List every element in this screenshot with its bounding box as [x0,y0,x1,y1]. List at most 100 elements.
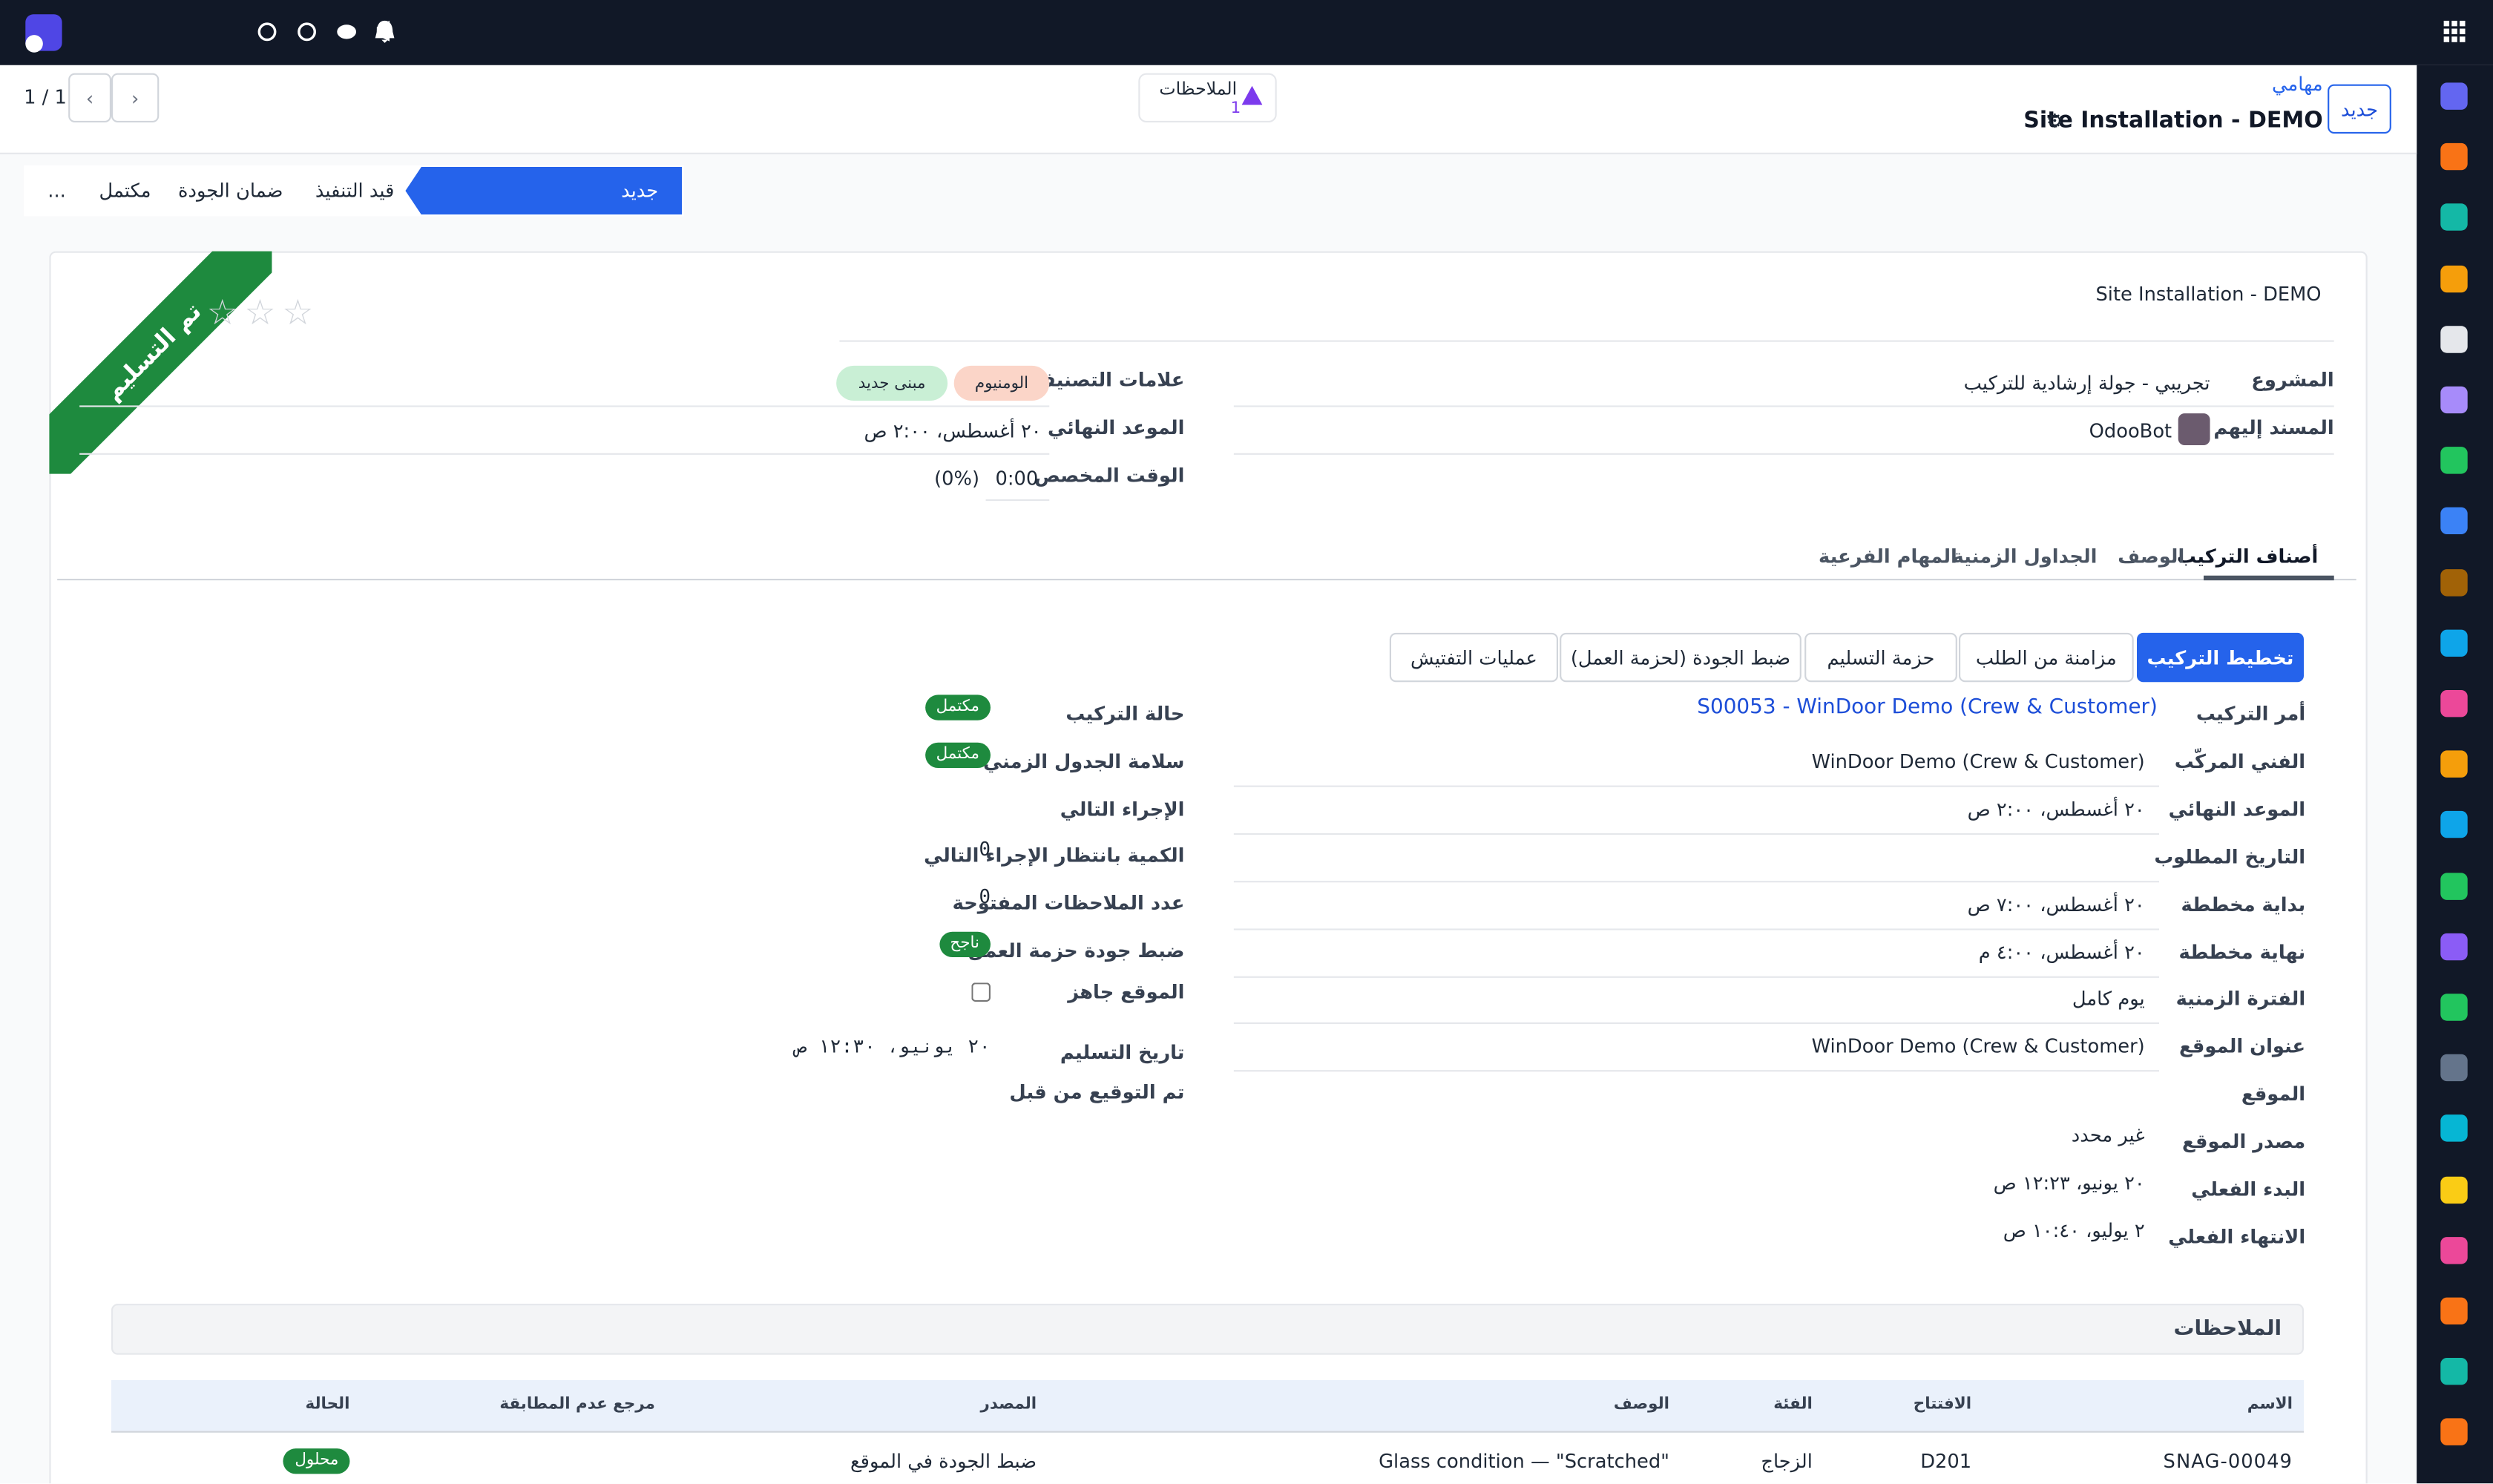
sidebar-app-icon[interactable] [2440,204,2468,232]
field-label: مصدر الموقع [2182,1130,2306,1153]
cell: الزجاج [1761,1450,1813,1473]
state-badge: محلول [283,1448,350,1474]
field-value: WinDoor Demo (Crew & Customer) [1811,1035,2145,1058]
navbar [0,0,2493,65]
action-button[interactable]: حزمة التسليم [1804,632,1957,683]
sidebar-app-icon[interactable] [2440,1297,2468,1324]
cell: Glass condition — "Scratched" [1379,1450,1669,1473]
stage[interactable]: جديد [621,180,659,203]
field-value: غير محدد [2071,1124,2145,1147]
field-value[interactable]: OdooBot [2089,419,2172,442]
sidebar-app-icon[interactable] [2440,750,2468,778]
stage[interactable]: مكتمل [99,180,151,203]
sidebar-app-icon[interactable] [2440,508,2468,535]
field-label: تم التوقيع من قبل [1009,1081,1185,1104]
field-label: سلامة الجدول الزمني [983,749,1185,772]
field-value: ٢٠ أغسطس، ٢:٠٠ ص [864,419,1042,442]
sidebar-app-icon[interactable] [2440,325,2468,353]
cell: D201 [1920,1450,1972,1473]
stage[interactable]: ضمان الجودة [178,180,283,203]
sidebar-app-icon[interactable] [2440,386,2468,414]
sidebar-app-icon[interactable] [2440,994,2468,1021]
field-value: ٢ يوليو، ١٠:٤٠ ص [2003,1219,2145,1242]
bell-icon[interactable] [374,19,396,45]
column-header[interactable]: مرجع عدم المطابقة [499,1396,655,1414]
clock-icon[interactable] [257,22,277,42]
action-button[interactable]: عمليات التفتيش [1389,632,1558,683]
column-header[interactable]: الحالة [305,1396,350,1414]
column-header[interactable]: الوصف [1613,1396,1669,1414]
field-value: 0 [979,838,991,861]
notes-count: 1 [1230,100,1241,118]
field-label: الموقع [2241,1083,2306,1106]
field-label: البدء الفعلي [2191,1178,2306,1201]
pager-prev[interactable]: ‹ [68,73,111,122]
sidebar-app-icon[interactable] [2440,690,2468,718]
sidebar-app-icon[interactable] [2440,1236,2468,1264]
pager-next[interactable]: › [111,73,160,122]
stage-more[interactable]: ... [47,180,66,203]
sidebar-app-icon[interactable] [2440,447,2468,474]
ribbon-wrap: تم التسليم [49,251,272,474]
tabs-line [57,579,2356,581]
tab[interactable]: أصناف التركيب [2177,545,2319,568]
tab-active-underline [2204,575,2334,581]
field-underline [1233,975,2159,977]
tab[interactable]: الوصف [2118,545,2185,568]
field-underline [1233,880,2159,882]
action-button[interactable]: ضبط الجودة (لحزمة العمل) [1560,632,1801,683]
field-label: ضبط جودة حزمة العمل [968,939,1185,962]
site-ready-checkbox[interactable] [971,982,991,1002]
notes-label: الملاحظات [1159,79,1238,99]
sidebar-app-icon[interactable] [2440,1054,2468,1082]
sidebar-app-icon[interactable] [2440,1114,2468,1143]
stage-active[interactable] [405,167,683,215]
column-header[interactable]: الفئة [1773,1396,1813,1414]
sidebar-app-icon[interactable] [2440,1358,2468,1385]
name-underline [839,340,2334,342]
stage[interactable]: قيد التنفيذ [315,180,395,203]
tag[interactable]: مبنى جديد [836,365,948,401]
field-label: الوقت المخصص [1034,464,1185,487]
cell[interactable]: SNAG-00049 [2163,1450,2293,1473]
column-header[interactable]: الافتتاح [1913,1396,1972,1414]
app-logo-dot [25,35,43,53]
sidebar-app-icon[interactable] [2440,872,2468,899]
field-label: الموقع جاهز [1068,980,1185,1003]
sidebar-app-icon[interactable] [2440,1175,2468,1204]
tab[interactable]: الجداول الزمنية [1952,545,2098,568]
action-button[interactable]: تخطيط التركيب [2137,632,2304,683]
new-button[interactable]: جديد [2328,84,2391,134]
sidebar-app-icon[interactable] [2440,1419,2468,1446]
field-value: تجريبي - جولة إرشادية للتركيب [1963,372,2210,395]
gear-icon[interactable]: ⚙ [2046,109,2063,132]
field-underline [1233,453,2334,455]
field-label: الفني المركّب [2174,750,2306,773]
field-label: بداية مخططة [2181,893,2306,916]
notes-header [111,1304,2304,1355]
priority-stars[interactable]: ☆☆☆ [206,294,321,334]
tag[interactable]: الومنيوم [953,365,1050,401]
field-underline [1233,785,2159,787]
sidebar-app-icon[interactable] [2440,629,2468,657]
column-header[interactable]: الاسم [2247,1396,2293,1414]
chat-icon[interactable] [337,24,356,39]
tag-label: الومنيوم [974,374,1029,393]
breadcrumb[interactable]: مهامي [2272,73,2323,96]
sidebar-app-icon[interactable] [2440,82,2468,110]
column-header[interactable]: المصدر [980,1396,1037,1414]
tab[interactable]: المهام الفرعية [1819,545,1957,568]
help-icon[interactable] [298,22,316,42]
field-label: نهاية مخططة [2178,940,2306,963]
action-button[interactable]: مزامنة من الطلب [1959,632,2134,683]
sidebar-app-icon[interactable] [2440,568,2468,596]
sidebar-app-icon[interactable] [2440,811,2468,839]
field-value: يوم كامل [2072,988,2145,1011]
sidebar-app-icon[interactable] [2440,143,2468,171]
field-label: أمر التركيب [2195,703,2306,726]
field-value[interactable]: S00053 - WinDoor Demo (Crew & Customer) [1697,695,2158,720]
sidebar-app-icon[interactable] [2440,933,2468,960]
apps-menu[interactable] [2443,20,2466,43]
tag-label: مبنى جديد [858,374,926,393]
sidebar-app-icon[interactable] [2440,264,2468,292]
